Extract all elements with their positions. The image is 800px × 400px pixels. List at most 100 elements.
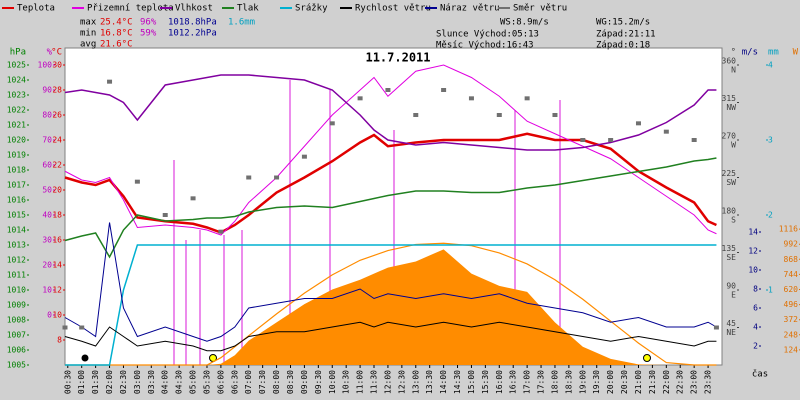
y-tick-label: 22 [52, 161, 62, 170]
info-text: Měsíc Východ:16:43 [436, 41, 534, 51]
wind-direction-point [79, 325, 85, 330]
x-tick-label: 11:00 [356, 370, 365, 394]
y-tick-label: 1116 [779, 225, 798, 234]
x-tick-label: 09:00 [300, 370, 309, 394]
x-tick-label: 06:00 [216, 370, 225, 394]
stat-rain: 1.6mm [228, 18, 255, 28]
y-tick-label: 1006 [7, 346, 26, 355]
wind-direction-point [107, 79, 113, 84]
x-tick-label: 16:00 [495, 370, 504, 394]
x-tick-label: 06:30 [230, 370, 239, 394]
y-tick-label: 1016 [7, 196, 26, 205]
y-tick-label: 14 [748, 228, 758, 237]
x-tick-label: 15:30 [481, 370, 490, 394]
y-tick-label: 620 [784, 285, 799, 294]
x-tick-label: 05:30 [202, 370, 211, 394]
y-tick-label: 30 [42, 236, 52, 245]
y-tick-label: 100 [38, 61, 53, 70]
x-tick-label: 01:00 [77, 370, 86, 394]
wind-direction-point [713, 325, 719, 330]
x-tick-label: 20:00 [606, 370, 615, 394]
y-tick-label: 1025 [7, 61, 26, 70]
y-tick-label: 26 [52, 111, 62, 120]
series-line [64, 74, 717, 151]
stat-label: min [80, 29, 96, 39]
x-tick-label: 23:30 [704, 370, 713, 394]
y-tick-label: 90 [42, 86, 52, 95]
legend-label: Tlak [237, 4, 259, 14]
series-line [65, 244, 717, 366]
y-tick-label: 10 [52, 311, 62, 320]
legend-label: Vlhkost [175, 4, 213, 14]
wind-direction-point [329, 121, 335, 126]
info-text: WS:8.9m/s [500, 18, 549, 28]
x-tick-label: 19:00 [578, 370, 587, 394]
stat-temp: 21.6°C [100, 40, 133, 50]
wind-direction-point [580, 138, 586, 142]
x-tick-label: 17:30 [537, 370, 546, 394]
y-tick-label: 12 [52, 286, 62, 295]
info-text: Západ:21:11 [596, 30, 656, 40]
solar-theoretical [65, 242, 717, 366]
x-tick-label: 02:30 [119, 370, 128, 394]
y-tick-label: 1017 [7, 181, 26, 190]
y-tick-label: 28 [52, 86, 62, 95]
x-tick-label: 02:00 [105, 370, 114, 394]
compass-label: S [731, 216, 736, 225]
wind-direction-point [301, 154, 307, 159]
legend-label: Rychlost větru [355, 4, 431, 14]
x-tick-label: 22:30 [676, 370, 685, 394]
stat-press: 1012.2hPa [168, 29, 217, 39]
wind-direction-point [552, 113, 558, 117]
x-tick-label: 04:00 [161, 370, 170, 394]
y-tick-label: 1018 [7, 166, 26, 175]
wind-direction-point [468, 96, 474, 101]
x-tick-label: 22:00 [662, 370, 671, 394]
wind-direction-point [496, 113, 502, 117]
y-tick-label: 1 [768, 286, 773, 295]
axis-unit: °C [51, 48, 62, 58]
stat-temp: 25.4°C [100, 18, 133, 28]
compass-label: E [731, 291, 736, 300]
x-tick-label: 00:30 [63, 370, 72, 394]
series-line [64, 222, 717, 342]
y-tick-label: 8 [57, 336, 62, 345]
axis-unit: m/s [742, 48, 758, 58]
series-line [64, 132, 717, 234]
compass-label: NE [726, 328, 736, 337]
legend-label: Teplota [17, 4, 55, 14]
series-line [64, 64, 717, 236]
axis-unit: W [793, 48, 799, 58]
y-tick-label: 2 [753, 342, 758, 351]
y-tick-label: 124 [784, 345, 799, 354]
x-tick-label: 18:00 [550, 370, 559, 394]
wind-direction-point [357, 96, 363, 101]
y-tick-label: 1022 [7, 106, 26, 115]
compass-label: NW [726, 103, 736, 112]
x-tick-label: 03:00 [133, 370, 142, 394]
y-tick-label: 20 [52, 186, 62, 195]
y-tick-label: 360 [722, 57, 737, 66]
y-tick-label: 20 [42, 261, 52, 270]
wind-direction-point [218, 229, 224, 234]
y-tick-label: 14 [52, 261, 62, 270]
series-line [64, 157, 717, 259]
y-tick-label: 6 [753, 304, 758, 313]
x-tick-label: 18:30 [564, 370, 573, 394]
y-tick-label: 45 [726, 319, 736, 328]
legend-label: Směr větru [513, 4, 567, 14]
x-tick-label: 08:00 [272, 370, 281, 394]
x-tick-label: 13:00 [411, 370, 420, 394]
axis-unit: mm [768, 48, 779, 58]
y-tick-label: 1020 [7, 136, 26, 145]
info-text: WG:15.2m/s [596, 18, 650, 28]
axis-unit: % [47, 48, 53, 58]
y-tick-label: 2 [768, 211, 773, 220]
y-tick-label: 1012 [7, 256, 26, 265]
x-tick-label: 12:30 [397, 370, 406, 394]
wind-direction-point [162, 213, 168, 217]
y-tick-label: 16 [52, 236, 62, 245]
y-tick-label: 1019 [7, 151, 26, 160]
y-tick-label: 10 [42, 286, 52, 295]
stat-press: 1018.8hPa [168, 18, 217, 28]
